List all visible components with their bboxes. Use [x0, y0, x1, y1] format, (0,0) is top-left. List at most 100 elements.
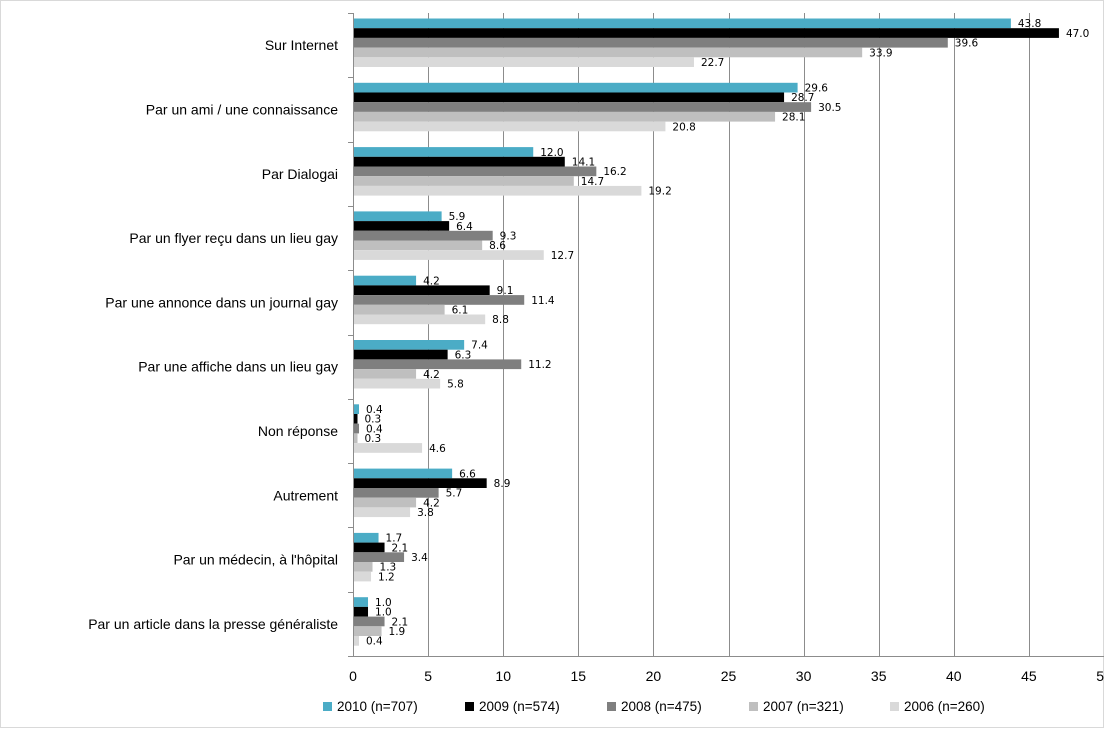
legend-entry: 2006 (n=260): [904, 699, 985, 714]
x-tick-label: 25: [721, 668, 737, 684]
bar: [354, 102, 811, 112]
bar: [354, 562, 373, 572]
legend-entry: 2009 (n=574): [479, 699, 560, 714]
bar: [354, 83, 798, 93]
x-tick-label: 5: [424, 668, 432, 684]
data-label: 6.4: [456, 221, 473, 233]
data-label: 4.6: [429, 443, 446, 455]
data-label: 9.1: [497, 285, 514, 297]
bar: [354, 305, 445, 315]
data-label: 30.5: [818, 102, 841, 114]
data-label: 11.2: [528, 359, 551, 371]
bar: [354, 340, 464, 350]
x-tick-label: 40: [946, 668, 962, 684]
bar: [354, 112, 775, 122]
bar: [354, 469, 452, 479]
x-tick-label: 0: [349, 668, 357, 684]
bar: [354, 369, 416, 379]
bar: [354, 285, 490, 295]
legend-entry: 2008 (n=475): [621, 699, 702, 714]
x-tick-label: 10: [495, 668, 511, 684]
data-label: 3.8: [417, 507, 434, 519]
bar: [354, 404, 359, 414]
x-tick-label: 45: [1021, 668, 1037, 684]
bar: [354, 38, 948, 48]
bar: [354, 147, 533, 157]
bar: [354, 211, 442, 221]
data-label: 5.8: [447, 379, 464, 391]
data-label: 8.9: [494, 478, 511, 490]
bar: [354, 157, 565, 167]
data-label: 2.1: [392, 542, 409, 554]
data-label: 1.0: [375, 607, 392, 619]
category-label: Par un médecin, à l'hôpital: [173, 552, 338, 568]
data-label: 39.6: [955, 38, 979, 50]
x-tick-label: 30: [796, 668, 812, 684]
bar: [354, 19, 1011, 29]
bar: [354, 359, 521, 369]
bar: [354, 607, 368, 617]
data-label: 0.3: [365, 433, 382, 445]
bar: [354, 424, 359, 434]
data-label: 0.4: [366, 636, 383, 648]
legend: 2010 (n=707) 2009 (n=574) 2008 (n=475) 2007…: [323, 699, 985, 714]
data-label: 6.1: [452, 305, 469, 317]
category-label: Par Dialogai: [262, 166, 338, 182]
x-tick-label: 35: [871, 668, 887, 684]
category-label: Par une annonce dans un journal gay: [105, 294, 338, 310]
data-label: 1.9: [389, 626, 406, 638]
bar: [354, 488, 439, 498]
bar: [354, 122, 665, 132]
bar: [354, 414, 358, 424]
data-label: 6.3: [455, 349, 472, 361]
bar: [354, 57, 694, 67]
bar: [354, 636, 359, 646]
data-label: 4.2: [423, 369, 440, 381]
data-label: 8.8: [492, 314, 509, 326]
bars: [354, 19, 1059, 646]
category-label: Par une affiche dans un lieu gay: [138, 359, 338, 375]
bar: [354, 241, 482, 251]
bar: [354, 543, 385, 553]
data-label: 20.8: [672, 121, 695, 133]
bar: [354, 93, 784, 103]
bar: [354, 221, 449, 231]
category-label: Autrement: [273, 487, 338, 503]
data-label: 1.2: [378, 571, 395, 583]
data-label: 12.7: [551, 250, 574, 262]
legend-swatch: [607, 702, 616, 711]
category-label: Sur Internet: [265, 37, 338, 53]
data-label: 6.6: [459, 468, 476, 480]
data-label: 14.1: [572, 157, 595, 169]
bar: [354, 498, 416, 508]
bar: [354, 597, 368, 607]
legend-swatch: [465, 702, 474, 711]
bar: [354, 572, 371, 582]
legend-entry: 2010 (n=707): [337, 699, 418, 714]
category-label: Par un article dans la presse généralist…: [88, 616, 338, 632]
legend-swatch: [890, 702, 899, 711]
bar: [354, 350, 448, 360]
data-label: 11.4: [531, 295, 555, 307]
legend-entry: 2007 (n=321): [763, 699, 844, 714]
bar: [354, 533, 379, 543]
data-label: 47.0: [1066, 28, 1089, 40]
x-tick-label: 50: [1096, 668, 1104, 684]
data-label: 12.0: [540, 147, 563, 159]
legend-swatch: [749, 702, 758, 711]
data-label: 33.9: [869, 47, 892, 59]
data-label: 22.7: [701, 57, 724, 69]
x-tick-label: 20: [646, 668, 662, 684]
data-label: 8.6: [489, 240, 506, 252]
data-label: 7.4: [471, 340, 488, 352]
bar: [354, 276, 416, 286]
data-label: 28.7: [791, 92, 814, 104]
category-label: Par un flyer reçu dans un lieu gay: [129, 230, 338, 246]
legend-swatch: [323, 702, 332, 711]
bar: [354, 250, 544, 260]
bar: [354, 48, 862, 58]
category-label: Par un ami / une connaissance: [146, 101, 338, 117]
x-tick-label: 15: [571, 668, 587, 684]
